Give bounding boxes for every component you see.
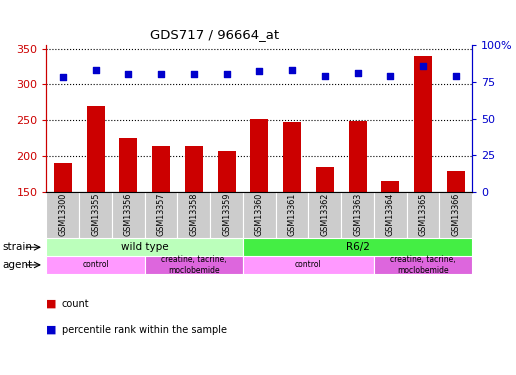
Text: R6/2: R6/2 bbox=[346, 242, 369, 252]
Bar bbox=[407, 192, 440, 238]
Text: strain: strain bbox=[3, 242, 33, 252]
Bar bbox=[374, 192, 407, 238]
Text: percentile rank within the sample: percentile rank within the sample bbox=[62, 325, 227, 335]
Point bbox=[190, 71, 198, 77]
Bar bbox=[152, 146, 170, 192]
Point bbox=[157, 71, 165, 77]
Text: ■: ■ bbox=[46, 299, 57, 309]
Text: GSM13365: GSM13365 bbox=[418, 193, 428, 236]
Bar bbox=[316, 167, 334, 192]
Text: GSM13358: GSM13358 bbox=[189, 193, 198, 236]
Text: GSM13360: GSM13360 bbox=[255, 193, 264, 236]
Bar bbox=[381, 182, 399, 192]
Bar bbox=[309, 192, 341, 238]
Bar bbox=[414, 56, 432, 192]
Bar bbox=[144, 192, 178, 238]
Text: control: control bbox=[295, 260, 322, 269]
Bar bbox=[54, 164, 72, 192]
Text: GSM13300: GSM13300 bbox=[58, 193, 67, 236]
Text: count: count bbox=[62, 299, 90, 309]
Bar bbox=[440, 192, 472, 238]
Bar bbox=[185, 146, 203, 192]
Point bbox=[255, 69, 264, 75]
Bar bbox=[46, 256, 144, 274]
Text: GDS717 / 96664_at: GDS717 / 96664_at bbox=[150, 28, 279, 41]
Point bbox=[353, 70, 362, 76]
Bar bbox=[46, 238, 243, 256]
Text: creatine, tacrine,
moclobemide: creatine, tacrine, moclobemide bbox=[390, 255, 456, 275]
Bar bbox=[250, 119, 268, 192]
Text: GSM13357: GSM13357 bbox=[156, 193, 166, 236]
Bar bbox=[348, 121, 366, 192]
Text: GSM13362: GSM13362 bbox=[320, 193, 329, 236]
Point bbox=[91, 67, 100, 73]
Text: control: control bbox=[82, 260, 109, 269]
Bar bbox=[119, 138, 137, 192]
Point bbox=[59, 74, 67, 80]
Bar bbox=[218, 151, 235, 192]
Bar bbox=[374, 256, 472, 274]
Bar bbox=[112, 192, 144, 238]
Bar bbox=[243, 192, 276, 238]
Text: agent: agent bbox=[3, 260, 33, 270]
Point bbox=[386, 73, 394, 79]
Text: GSM13364: GSM13364 bbox=[386, 193, 395, 236]
Bar bbox=[87, 106, 105, 192]
Bar bbox=[210, 192, 243, 238]
Bar bbox=[243, 256, 374, 274]
Bar bbox=[243, 238, 472, 256]
Text: GSM13366: GSM13366 bbox=[452, 193, 460, 236]
Bar bbox=[283, 122, 301, 192]
Bar bbox=[276, 192, 309, 238]
Point bbox=[419, 63, 427, 69]
Text: GSM13361: GSM13361 bbox=[287, 193, 297, 236]
Text: GSM13363: GSM13363 bbox=[353, 193, 362, 236]
Bar bbox=[46, 192, 79, 238]
Text: ■: ■ bbox=[46, 325, 57, 335]
Point bbox=[452, 73, 460, 79]
Bar bbox=[341, 192, 374, 238]
Text: wild type: wild type bbox=[121, 242, 169, 252]
Bar bbox=[178, 192, 210, 238]
Bar bbox=[144, 256, 243, 274]
Text: GSM13356: GSM13356 bbox=[124, 193, 133, 236]
Point bbox=[288, 67, 296, 73]
Text: GSM13359: GSM13359 bbox=[222, 193, 231, 236]
Bar bbox=[79, 192, 112, 238]
Point bbox=[320, 73, 329, 79]
Point bbox=[222, 71, 231, 77]
Text: GSM13355: GSM13355 bbox=[91, 193, 100, 236]
Bar bbox=[447, 171, 465, 192]
Text: creatine, tacrine,
moclobemide: creatine, tacrine, moclobemide bbox=[161, 255, 227, 275]
Point bbox=[124, 71, 133, 77]
